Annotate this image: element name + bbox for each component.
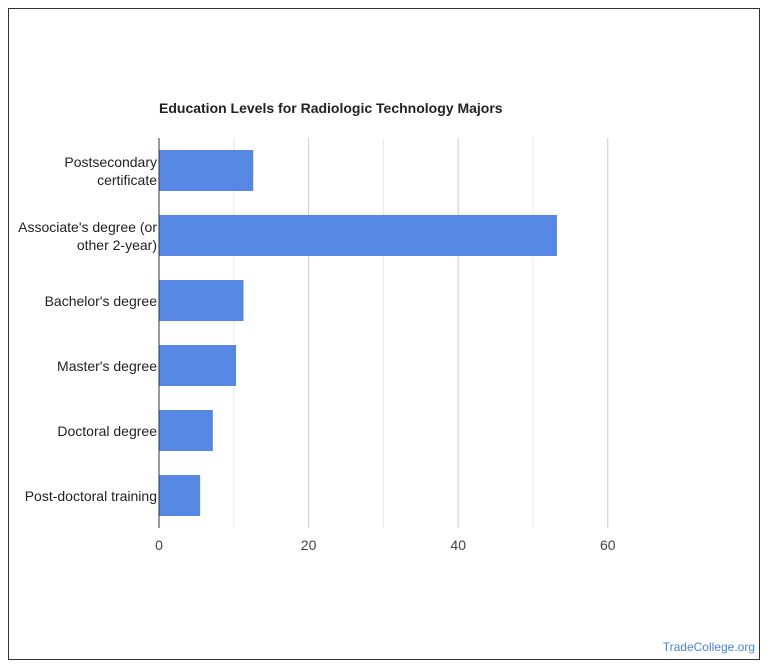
x-tick-label-60: 60 (600, 537, 616, 553)
x-tick-label-20: 20 (301, 537, 317, 553)
category-label-line: Post-doctoral training (24, 487, 157, 504)
x-tick-label-40: 40 (450, 537, 466, 553)
bar[interactable] (159, 410, 213, 451)
category-label-line: Postsecondary (64, 153, 157, 170)
category-label: Doctoral degree (7, 422, 157, 440)
category-label-line: certificate (97, 171, 157, 188)
bar[interactable] (159, 215, 557, 256)
category-label-line: Bachelor's degree (44, 292, 157, 309)
bar[interactable] (159, 475, 201, 516)
chart-title: Education Levels for Radiologic Technolo… (159, 100, 503, 116)
category-label: Associate's degree (or other 2-year) (7, 218, 157, 254)
category-label: Master's degree (7, 357, 157, 375)
bars (159, 150, 557, 516)
category-label-line: other 2-year) (76, 236, 157, 253)
category-label-line: Master's degree (57, 357, 157, 374)
category-label: Bachelor's degree (7, 292, 157, 310)
category-label: Post-doctoral training (7, 487, 157, 505)
bar[interactable] (159, 280, 244, 321)
category-label: Postsecondary certificate (7, 153, 157, 189)
bar[interactable] (159, 345, 237, 386)
category-label-line: Associate's degree (or (18, 218, 157, 235)
bar[interactable] (159, 150, 254, 191)
gridlines (233, 138, 609, 528)
x-tick-labels: 0 20 40 60 (155, 537, 616, 553)
category-label-line: Doctoral degree (57, 422, 157, 439)
watermark-link[interactable]: TradeCollege.org (662, 640, 755, 654)
chart-frame (8, 8, 760, 660)
x-tick-label-0: 0 (155, 537, 163, 553)
